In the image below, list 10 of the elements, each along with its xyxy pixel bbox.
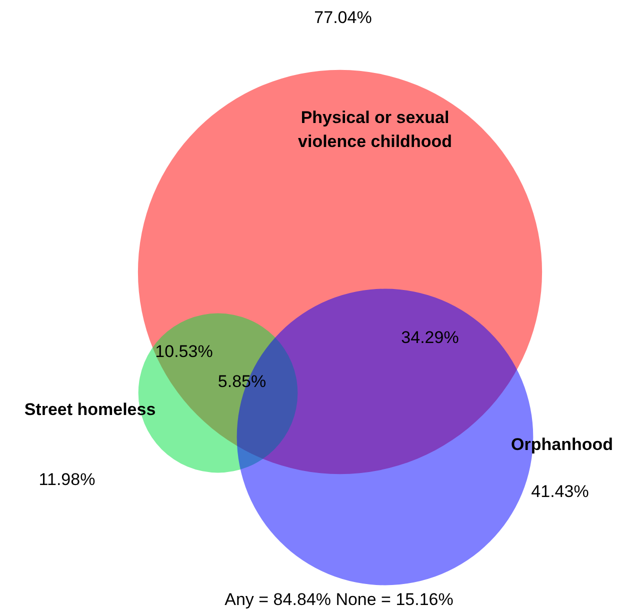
text: 5.85% bbox=[218, 372, 266, 391]
text: 10.53% bbox=[155, 342, 213, 361]
data-label: 77.04% bbox=[314, 8, 372, 27]
text: 34.29% bbox=[401, 328, 459, 347]
data-label: 11.98% bbox=[38, 470, 96, 489]
category-label: Orphanhood bbox=[511, 435, 613, 454]
category-label: Street homeless bbox=[24, 400, 156, 419]
text: Any = 84.84% None = 15.16% bbox=[224, 590, 454, 609]
category-label: Physical or sexual violence childhood bbox=[298, 108, 452, 151]
data-label: 41.43% bbox=[531, 482, 589, 501]
